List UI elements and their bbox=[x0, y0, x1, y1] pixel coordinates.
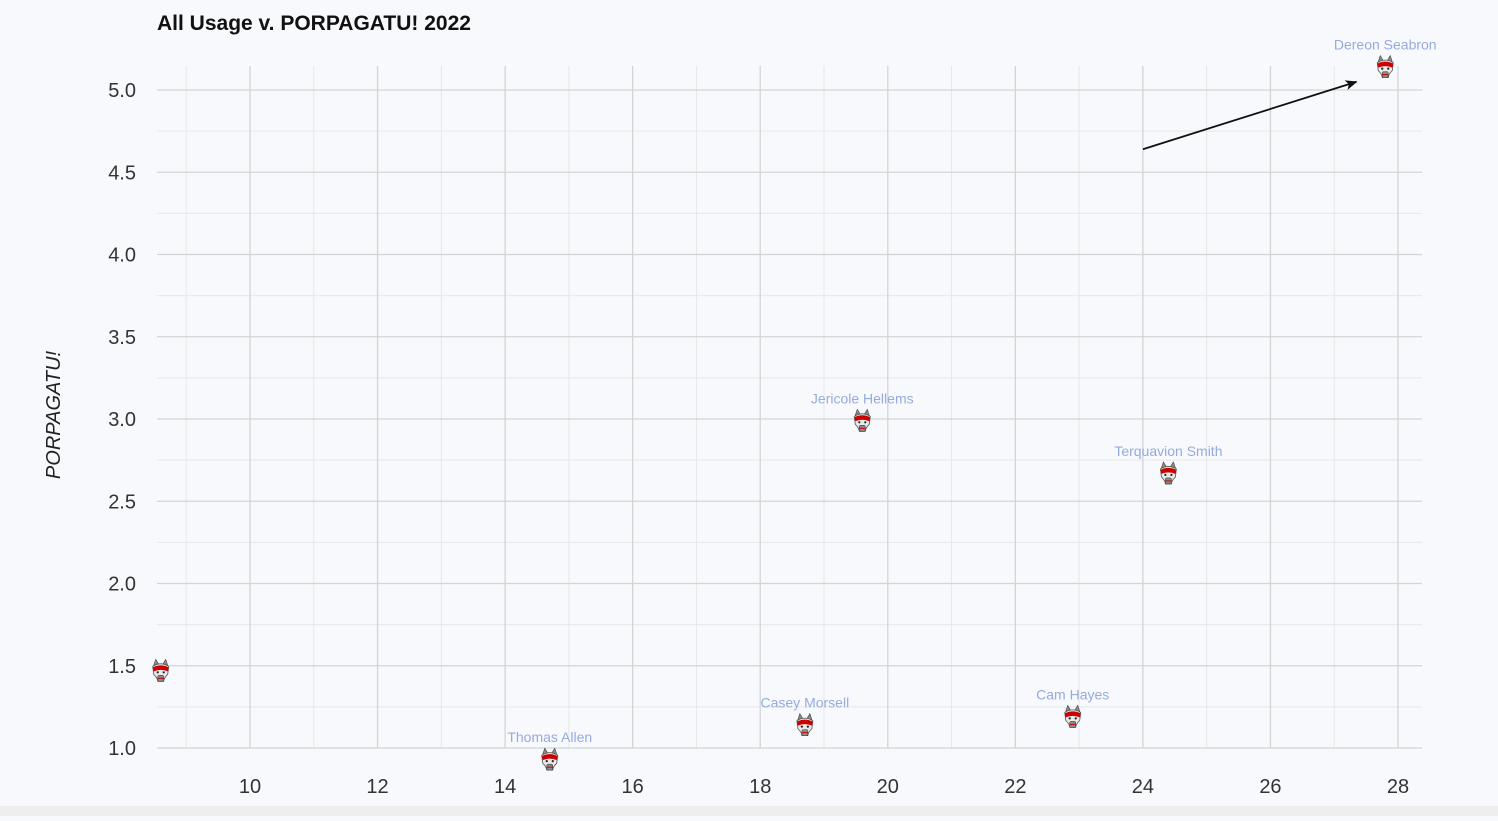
bottom-edge-strip bbox=[0, 806, 1498, 816]
data-point: Dereon Seabron bbox=[1334, 37, 1437, 79]
data-point bbox=[152, 658, 170, 682]
point-label: Jericole Hellems bbox=[811, 390, 914, 406]
y-tick-label: 1.5 bbox=[108, 656, 136, 678]
wolf-logo-icon bbox=[1159, 461, 1177, 485]
wolf-logo-icon bbox=[152, 658, 170, 682]
point-label: Terquavion Smith bbox=[1114, 443, 1222, 459]
annotations bbox=[1142, 80, 1358, 151]
data-point: Jericole Hellems bbox=[811, 390, 914, 432]
x-tick-label: 12 bbox=[366, 776, 388, 798]
axis-ticks: 10 12 14 16 18 20 22 24 26 28 1.0 1.5 2.0 2.5 3.0 3.5 4.… bbox=[108, 80, 1409, 798]
data-point: Cam Hayes bbox=[1036, 686, 1109, 728]
x-tick-label: 16 bbox=[622, 776, 644, 798]
y-tick-label: 5.0 bbox=[108, 80, 136, 102]
annotation-arrow bbox=[1142, 80, 1358, 151]
y-tick-label: 1.0 bbox=[108, 738, 136, 760]
y-tick-label: 3.5 bbox=[108, 327, 136, 349]
wolf-logo-icon bbox=[796, 712, 814, 737]
y-axis-label: PORPAGATU! bbox=[43, 350, 65, 479]
x-tick-label: 14 bbox=[494, 776, 516, 798]
y-tick-label: 4.5 bbox=[108, 162, 136, 184]
point-label: Cam Hayes bbox=[1036, 686, 1109, 702]
point-label: Casey Morsell bbox=[761, 695, 850, 711]
x-tick-label: 10 bbox=[239, 776, 261, 798]
x-tick-label: 24 bbox=[1132, 776, 1154, 798]
data-point: Casey Morsell bbox=[761, 695, 850, 737]
y-tick-label: 2.5 bbox=[108, 491, 136, 513]
point-label: Dereon Seabron bbox=[1334, 37, 1437, 53]
point-label: Thomas Allen bbox=[507, 729, 592, 745]
x-tick-label: 20 bbox=[877, 776, 899, 798]
data-point: Terquavion Smith bbox=[1114, 443, 1222, 485]
y-tick-label: 2.0 bbox=[108, 574, 136, 596]
data-points: Thomas Allen Casey Morsell Jericole Hellem… bbox=[152, 37, 1437, 771]
y-tick-label: 3.0 bbox=[108, 409, 136, 431]
y-tick-label: 4.0 bbox=[108, 245, 136, 267]
wolf-logo-icon bbox=[1064, 704, 1082, 728]
wolf-logo-icon bbox=[1376, 54, 1394, 79]
wolf-logo-icon bbox=[541, 747, 559, 771]
wolf-logo-icon bbox=[853, 408, 871, 432]
data-point: Thomas Allen bbox=[507, 729, 592, 771]
x-tick-label: 22 bbox=[1004, 776, 1026, 798]
grid-lines bbox=[157, 66, 1422, 749]
x-tick-label: 26 bbox=[1259, 776, 1281, 798]
chart-title: All Usage v. PORPAGATU! 2022 bbox=[157, 12, 471, 35]
x-tick-label: 18 bbox=[749, 776, 771, 798]
x-tick-label: 28 bbox=[1387, 776, 1409, 798]
